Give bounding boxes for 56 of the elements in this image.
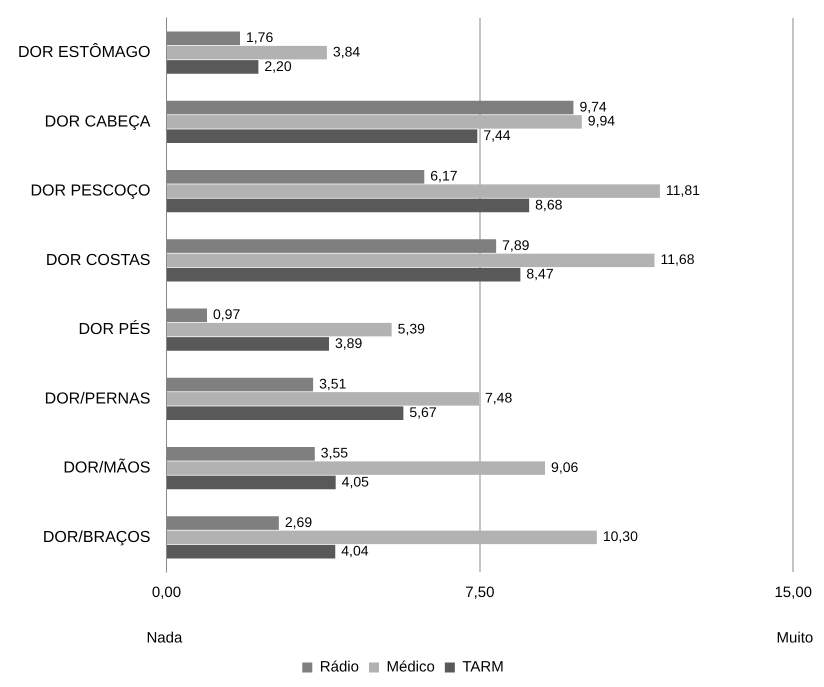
- text: Nada: [146, 630, 183, 647]
- data-label: 9,74: [579, 98, 607, 114]
- y-tick-label: DOR ESTÔMAGO: [18, 43, 150, 62]
- data-label: 4,04: [341, 542, 369, 559]
- y-tick-label: DOR CABEÇA: [44, 113, 151, 130]
- bar: [166, 198, 530, 212]
- legend-label: Rádio: [320, 658, 359, 676]
- data-label: 1,76: [246, 29, 274, 46]
- bar: [166, 322, 392, 336]
- data-label: 6,17: [430, 168, 458, 184]
- bar: [166, 60, 258, 74]
- data-label: 5,39: [398, 320, 426, 336]
- data-label: 8,47: [526, 266, 554, 282]
- data-label: 11,68: [660, 251, 695, 268]
- bar: [166, 46, 327, 60]
- data-label: 5,67: [409, 404, 437, 420]
- bar: [166, 268, 520, 282]
- data-label: 3,55: [320, 444, 348, 461]
- y-tick-label: DOR PESCOÇO: [30, 182, 150, 200]
- bar: [166, 129, 478, 143]
- bar: [166, 254, 655, 268]
- data-label: 9,94: [588, 112, 616, 129]
- data-label: 4,05: [342, 473, 370, 490]
- y-tick-label: DOR/PERNAS: [44, 390, 150, 408]
- bar: [166, 476, 336, 490]
- bar: [166, 544, 336, 558]
- data-label: 2,20: [264, 58, 292, 74]
- data-label: 11,81: [666, 182, 700, 198]
- y-tick-label: DOR/BRAÇOS: [42, 528, 150, 546]
- legend-label: Médico: [386, 658, 435, 676]
- data-label: 3,89: [335, 334, 362, 351]
- text: Muito: [776, 630, 814, 647]
- legend-label: TARM: [462, 658, 504, 676]
- data-label: 10,30: [602, 528, 638, 544]
- y-tick-label: DOR/MÃOS: [63, 458, 150, 477]
- data-label: 3,51: [319, 375, 347, 392]
- data-label: 7,89: [502, 236, 530, 253]
- bar: [166, 406, 404, 420]
- x-tick-label: 15,00: [774, 584, 812, 602]
- x-tick-label: 7,50: [465, 584, 494, 602]
- data-label: 0,97: [212, 306, 240, 322]
- data-label: 8,68: [535, 196, 563, 212]
- data-label: 3,84: [332, 43, 360, 60]
- bar: [166, 337, 329, 351]
- y-tick-label: DOR COSTAS: [46, 252, 150, 269]
- data-label: 2,69: [284, 514, 312, 530]
- bar: [166, 530, 597, 544]
- bar: [166, 115, 582, 129]
- bar: [166, 392, 480, 406]
- y-tick-label: DOR PÉS: [78, 320, 150, 338]
- data-label: 7,48: [485, 390, 512, 406]
- bar: [166, 184, 660, 198]
- data-label: 9,06: [551, 458, 578, 475]
- data-label: 7,44: [483, 127, 511, 144]
- bar: [166, 461, 546, 475]
- x-tick-label: 0,00: [152, 584, 182, 602]
